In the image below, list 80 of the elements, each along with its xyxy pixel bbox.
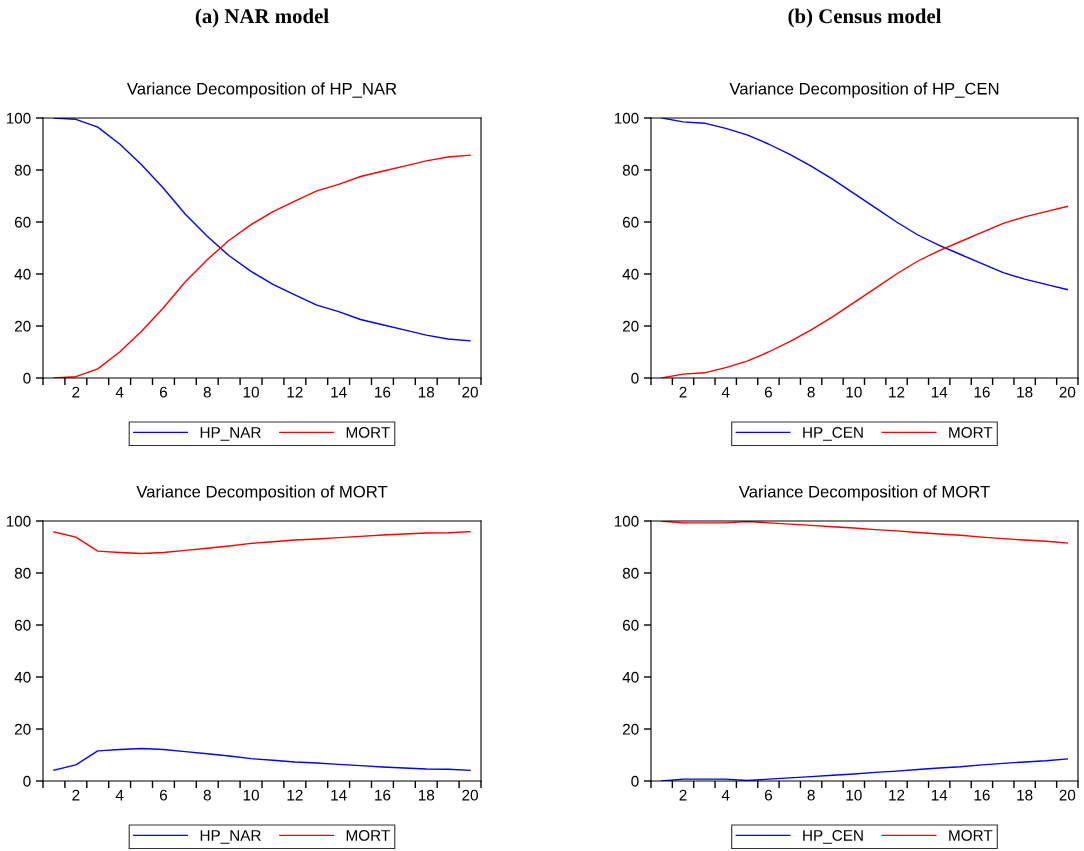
- y-tick-label: 40: [14, 671, 31, 683]
- x-tick-label: 14: [931, 789, 948, 801]
- x-tick-label: 6: [764, 386, 772, 398]
- x-tick-label: 8: [203, 386, 211, 398]
- x-tick-label: 16: [375, 789, 391, 801]
- x-tick-label: 20: [1059, 789, 1076, 801]
- x-tick-label: 2: [679, 386, 687, 398]
- x-tick-label: 6: [159, 386, 168, 398]
- y-tick-label: 20: [14, 320, 31, 332]
- y-tick-label: 20: [14, 723, 31, 735]
- y-tick-label: 80: [14, 567, 31, 579]
- y-tick-label: 0: [631, 372, 639, 384]
- chart-subtitle: (b) Census model: [788, 8, 942, 28]
- y-tick-label: 0: [23, 775, 31, 787]
- legend-label: MORT: [949, 427, 993, 438]
- x-tick-label: 14: [331, 386, 347, 398]
- x-tick-label: 8: [807, 386, 815, 398]
- x-tick-label: 18: [1017, 386, 1033, 398]
- chart-subtitle: (a) NAR model: [195, 8, 329, 28]
- x-tick-label: 14: [331, 789, 347, 801]
- x-tick-label: 10: [846, 789, 862, 801]
- x-tick-label: 12: [889, 386, 905, 398]
- y-tick-label: 60: [14, 619, 31, 631]
- legend-label: HP_NAR: [200, 427, 261, 441]
- x-tick-label: 12: [287, 386, 303, 398]
- y-tick-label: 60: [14, 216, 31, 228]
- x-tick-label: 14: [931, 386, 948, 398]
- x-tick-label: 4: [721, 386, 730, 398]
- x-tick-label: 12: [287, 789, 303, 801]
- x-tick-label: 10: [243, 789, 259, 801]
- y-tick-label: 80: [622, 164, 639, 176]
- x-tick-label: 2: [679, 789, 687, 801]
- chart-title: Variance Decomposition of MORT: [738, 485, 990, 501]
- x-tick-label: 12: [889, 789, 905, 801]
- x-tick-label: 20: [462, 789, 478, 801]
- y-tick-label: 100: [6, 515, 31, 527]
- x-tick-label: 10: [243, 386, 259, 398]
- y-tick-label: 0: [23, 372, 31, 384]
- y-tick-label: 60: [622, 216, 639, 228]
- x-tick-label: 8: [807, 789, 815, 801]
- x-tick-label: 18: [418, 386, 435, 398]
- x-tick-label: 2: [72, 789, 80, 801]
- legend-label: HP_NAR: [200, 830, 261, 844]
- chart-title: Variance Decomposition of HP_NAR: [126, 82, 397, 98]
- x-tick-label: 4: [721, 789, 730, 801]
- x-tick-label: 4: [115, 386, 124, 398]
- legend-label: MORT: [346, 427, 390, 438]
- x-tick-label: 4: [115, 789, 124, 801]
- x-tick-label: 16: [974, 386, 990, 398]
- y-tick-label: 80: [14, 164, 31, 176]
- x-tick-label: 18: [418, 789, 435, 801]
- legend-label: MORT: [346, 830, 390, 841]
- chart-title: Variance Decomposition of MORT: [136, 485, 388, 501]
- x-tick-label: 2: [72, 386, 80, 398]
- x-tick-label: 10: [846, 386, 862, 398]
- y-tick-label: 80: [622, 567, 639, 579]
- chart-title: Variance Decomposition of HP_CEN: [729, 82, 999, 98]
- x-tick-label: 16: [375, 386, 391, 398]
- legend-label: HP_CEN: [803, 427, 863, 441]
- y-tick-label: 40: [622, 671, 639, 683]
- line-series: [53, 530, 471, 555]
- y-tick-label: 60: [622, 619, 639, 631]
- y-tick-label: 100: [614, 112, 639, 124]
- x-tick-label: 20: [1059, 386, 1076, 398]
- y-tick-label: 40: [14, 268, 31, 280]
- legend-label: HP_CEN: [803, 830, 863, 844]
- x-tick-label: 20: [462, 386, 478, 398]
- x-tick-label: 6: [764, 789, 772, 801]
- y-tick-label: 40: [622, 268, 639, 280]
- y-tick-label: 100: [6, 112, 31, 124]
- x-tick-label: 8: [203, 789, 211, 801]
- x-tick-label: 16: [974, 789, 990, 801]
- y-tick-label: 0: [631, 775, 639, 787]
- y-tick-label: 100: [614, 515, 639, 527]
- y-tick-label: 20: [622, 723, 639, 735]
- legend-label: MORT: [949, 830, 993, 841]
- x-tick-label: 6: [159, 789, 168, 801]
- x-tick-label: 18: [1017, 789, 1033, 801]
- line-series: [53, 747, 471, 772]
- y-tick-label: 20: [622, 320, 639, 332]
